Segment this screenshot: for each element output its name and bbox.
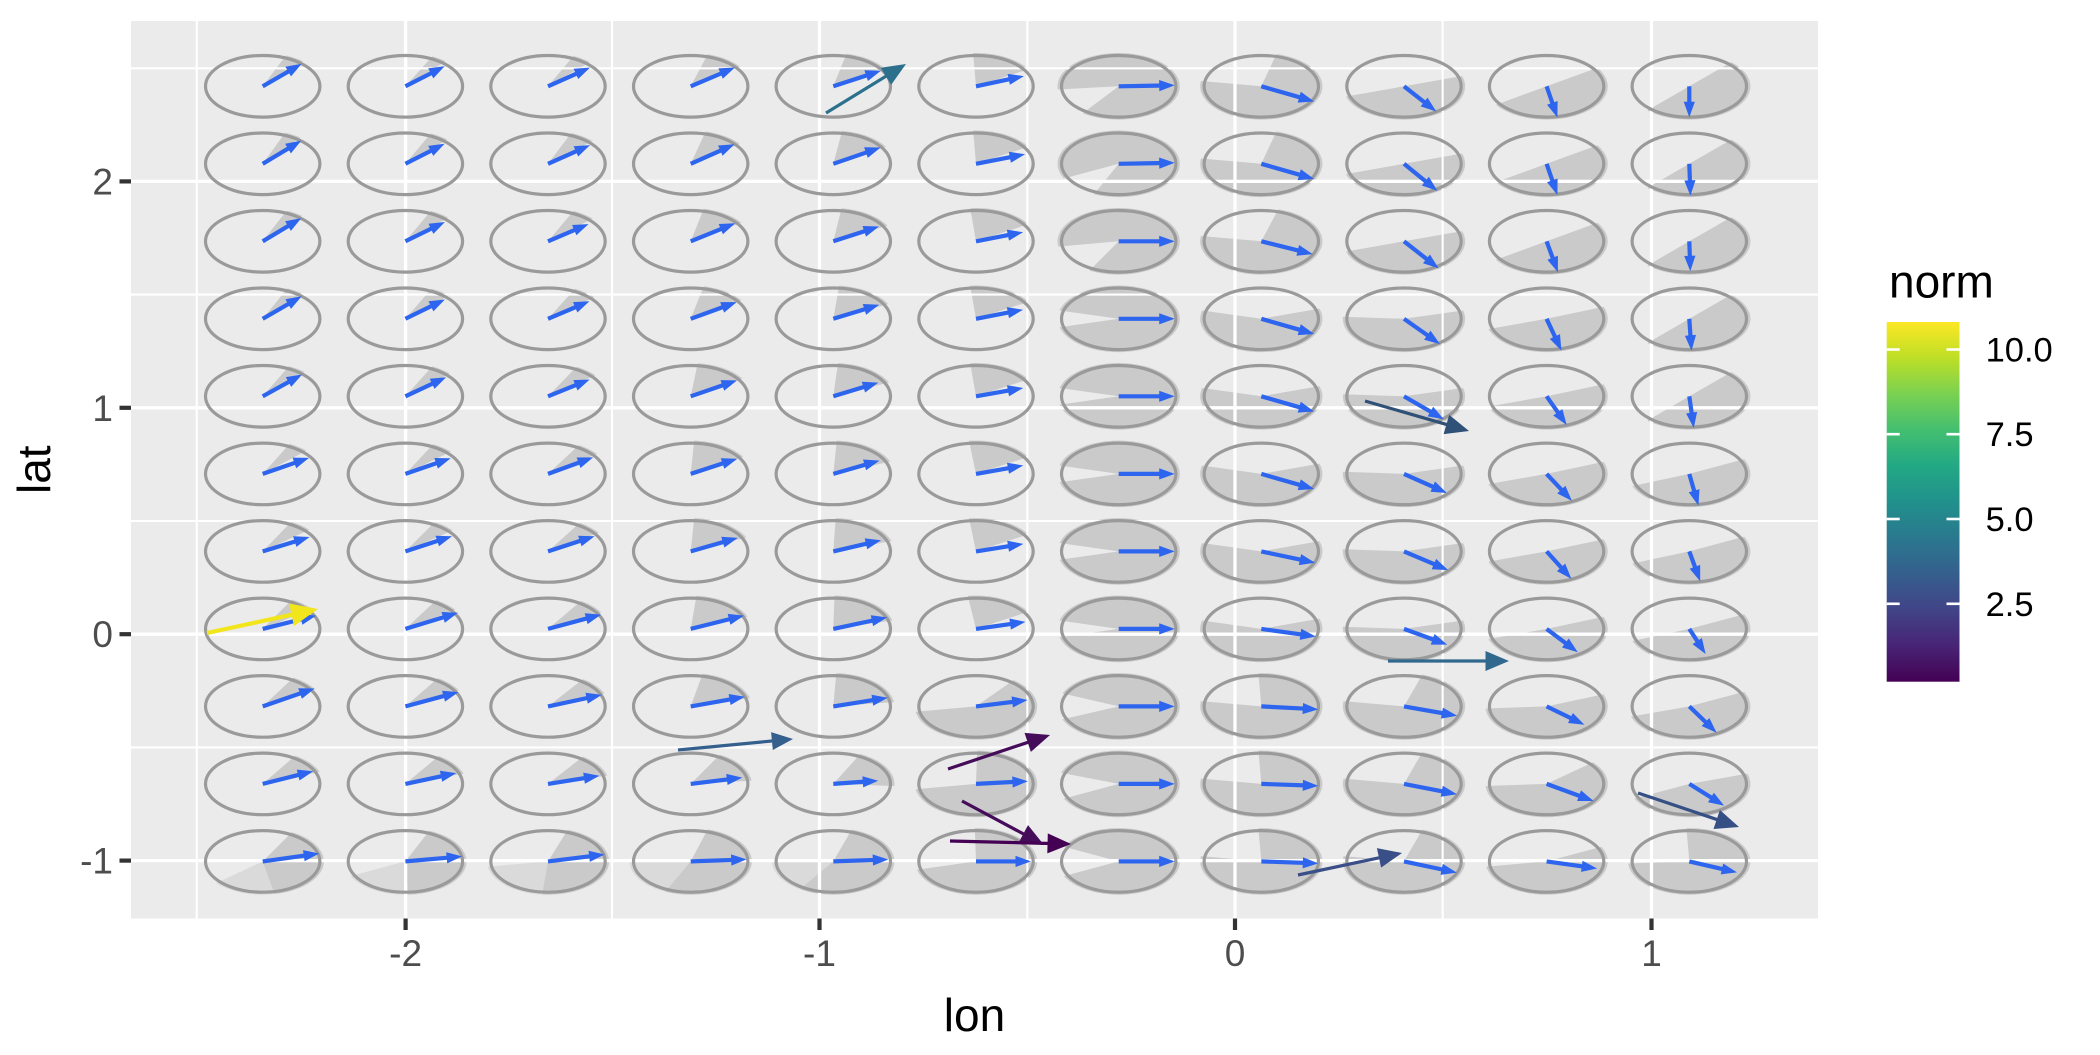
svg-text:5.0: 5.0 [1986, 501, 2034, 539]
svg-text:7.5: 7.5 [1986, 416, 2034, 454]
svg-text:lon: lon [944, 989, 1005, 1041]
svg-text:1: 1 [1641, 933, 1662, 974]
svg-text:2: 2 [92, 161, 113, 202]
svg-text:1: 1 [92, 388, 113, 429]
svg-text:-1: -1 [80, 841, 113, 882]
svg-text:-2: -2 [389, 933, 422, 974]
svg-text:lat: lat [8, 445, 60, 494]
svg-text:norm: norm [1889, 256, 1994, 308]
svg-text:2.5: 2.5 [1986, 586, 2034, 624]
svg-text:-1: -1 [803, 933, 836, 974]
svg-text:0: 0 [92, 614, 113, 655]
svg-text:0: 0 [1225, 933, 1246, 974]
svg-text:10.0: 10.0 [1986, 332, 2053, 370]
